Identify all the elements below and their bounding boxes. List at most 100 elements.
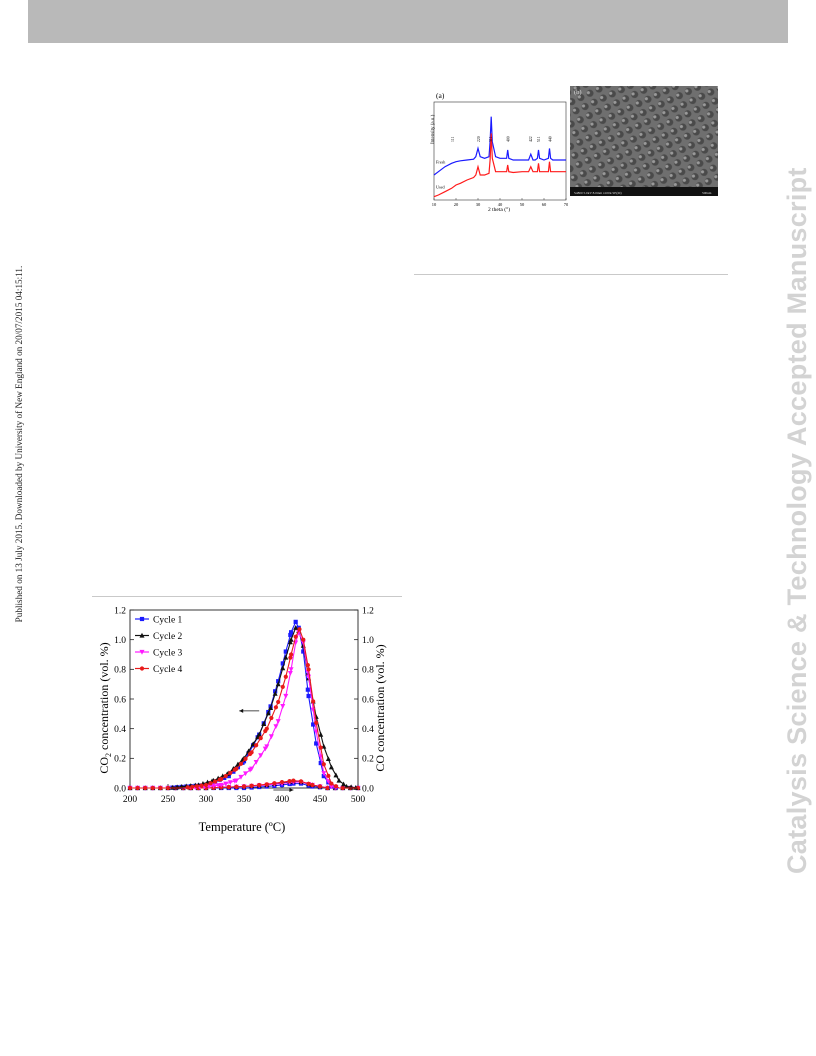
tpr-point bbox=[264, 782, 269, 787]
tpr-point bbox=[301, 637, 306, 642]
tpr-point bbox=[288, 667, 294, 673]
tpr-point bbox=[256, 731, 262, 737]
tpr-point bbox=[283, 649, 288, 654]
tpr-point bbox=[325, 785, 330, 791]
tpr-point bbox=[264, 744, 270, 750]
xrd-y-axis-label: Intensity (a.u.) bbox=[431, 114, 436, 144]
tpr-point bbox=[139, 649, 145, 655]
tpr-point bbox=[280, 665, 286, 671]
tpr-x-tick-label: 250 bbox=[161, 795, 176, 805]
tpr-point bbox=[289, 652, 294, 657]
tpr-point bbox=[258, 753, 264, 759]
tpr-point bbox=[306, 781, 311, 786]
tpr-point bbox=[249, 750, 254, 755]
tpr-point bbox=[234, 766, 239, 771]
tpr-point bbox=[208, 781, 213, 786]
tpr-y-tick-label-left: 0.0 bbox=[114, 784, 126, 794]
xrd-peak-label: 400 bbox=[506, 136, 510, 142]
tpr-point bbox=[288, 636, 294, 642]
tpr-point bbox=[261, 721, 267, 727]
xrd-x-tick-label: 10 bbox=[432, 202, 437, 207]
tpr-point bbox=[297, 627, 302, 632]
xrd-x-tick-label: 30 bbox=[476, 202, 481, 207]
panel-a-label: (a) bbox=[436, 91, 445, 100]
tpr-point bbox=[314, 720, 319, 725]
tpr-point bbox=[318, 760, 323, 766]
tpr-point bbox=[288, 655, 293, 660]
xrd-x-tick-label: 20 bbox=[454, 202, 459, 207]
tpr-x-tick-label: 350 bbox=[237, 795, 252, 805]
tpr-point bbox=[305, 687, 310, 692]
tpr-point bbox=[341, 781, 347, 787]
xrd-x-tick-label: 60 bbox=[542, 202, 547, 207]
sem-caption: S4800 5.0kV 8.0mm x100k SE(M) bbox=[574, 191, 622, 195]
tpr-point bbox=[226, 774, 231, 779]
tpr-cycles-chart: CO2 concentration (vol. %) CO concentrat… bbox=[97, 606, 387, 834]
header-bar bbox=[28, 0, 788, 43]
tpr-point bbox=[317, 784, 323, 789]
xrd-x-axis-label: 2 theta (°) bbox=[488, 206, 510, 213]
tpr-legend-label: Cycle 1 bbox=[153, 615, 183, 625]
tpr-point bbox=[279, 779, 285, 785]
tpr-arrowhead-right bbox=[289, 788, 294, 792]
tpr-point bbox=[199, 783, 204, 788]
tpr-y-tick-label-left: 1.0 bbox=[114, 636, 126, 646]
tpr-point bbox=[318, 745, 323, 750]
tpr-point bbox=[287, 778, 292, 784]
tpr-point bbox=[238, 761, 244, 766]
journal-watermark: Catalysis Science & Technology Accepted … bbox=[782, 167, 812, 874]
tpr-point bbox=[306, 667, 311, 672]
tpr-point bbox=[293, 619, 298, 624]
tpr-point bbox=[305, 662, 310, 668]
tpr-y-tick-label-right: 0.8 bbox=[362, 666, 374, 676]
tpr-legend-label: Cycle 2 bbox=[153, 632, 183, 642]
tpr-point bbox=[325, 756, 331, 762]
tpr-point bbox=[273, 705, 279, 710]
tpr-point bbox=[353, 785, 359, 790]
tpr-y-tick-label-left: 0.8 bbox=[114, 666, 126, 676]
tpr-legend-label: Cycle 4 bbox=[153, 665, 183, 675]
tpr-point bbox=[321, 771, 327, 776]
tpr-y-axis-right-label: CO concentration (vol. %) bbox=[373, 644, 387, 771]
panel-b-label: (b) bbox=[574, 89, 582, 96]
tpr-point bbox=[276, 679, 281, 684]
xrd-x-tick-label: 40 bbox=[498, 202, 503, 207]
tpr-point bbox=[215, 783, 221, 789]
xrd-peak-label: 220 bbox=[477, 136, 481, 142]
tpr-point bbox=[288, 632, 293, 638]
tpr-point bbox=[226, 785, 231, 790]
tpr-x-tick-label: 200 bbox=[123, 795, 138, 805]
xrd-x-tick-label: 50 bbox=[520, 202, 525, 207]
tpr-y-tick-label-left: 0.4 bbox=[114, 725, 126, 735]
tpr-point bbox=[306, 693, 311, 699]
tpr-point bbox=[280, 704, 286, 709]
tpr-point bbox=[223, 773, 228, 779]
tpr-point bbox=[253, 759, 259, 765]
tpr-point bbox=[275, 719, 281, 724]
tpr-point bbox=[218, 782, 224, 788]
sem-scale: 500nm bbox=[702, 191, 712, 195]
tpr-point bbox=[258, 736, 263, 741]
tpr-point bbox=[249, 783, 254, 788]
tpr-point bbox=[243, 771, 249, 777]
tpr-point bbox=[139, 632, 145, 638]
tpr-point bbox=[333, 784, 339, 789]
tpr-point bbox=[194, 784, 199, 789]
tpr-point bbox=[223, 781, 229, 787]
tpr-point bbox=[293, 625, 299, 630]
xrd-chart: (a) Intensity (a.u.) 2 theta (°) 10 20 30 4… bbox=[431, 91, 568, 213]
tpr-point bbox=[275, 681, 281, 687]
tpr-point bbox=[211, 783, 217, 789]
tpr-arrowhead-left bbox=[239, 708, 244, 713]
xrd-peak-label: 422 bbox=[529, 136, 533, 142]
xrd-peak-label: 111 bbox=[451, 136, 455, 142]
tpr-point bbox=[283, 674, 288, 679]
tpr-point bbox=[300, 640, 306, 646]
tpr-y-tick-label-left: 0.6 bbox=[114, 695, 126, 705]
tpr-point bbox=[234, 784, 239, 789]
tpr-point bbox=[298, 779, 304, 784]
tpr-point bbox=[272, 781, 277, 786]
tpr-y-tick-label-right: 1.2 bbox=[362, 606, 374, 616]
tpr-point bbox=[318, 731, 324, 737]
tpr-y-tick-label-left: 1.2 bbox=[114, 606, 126, 616]
